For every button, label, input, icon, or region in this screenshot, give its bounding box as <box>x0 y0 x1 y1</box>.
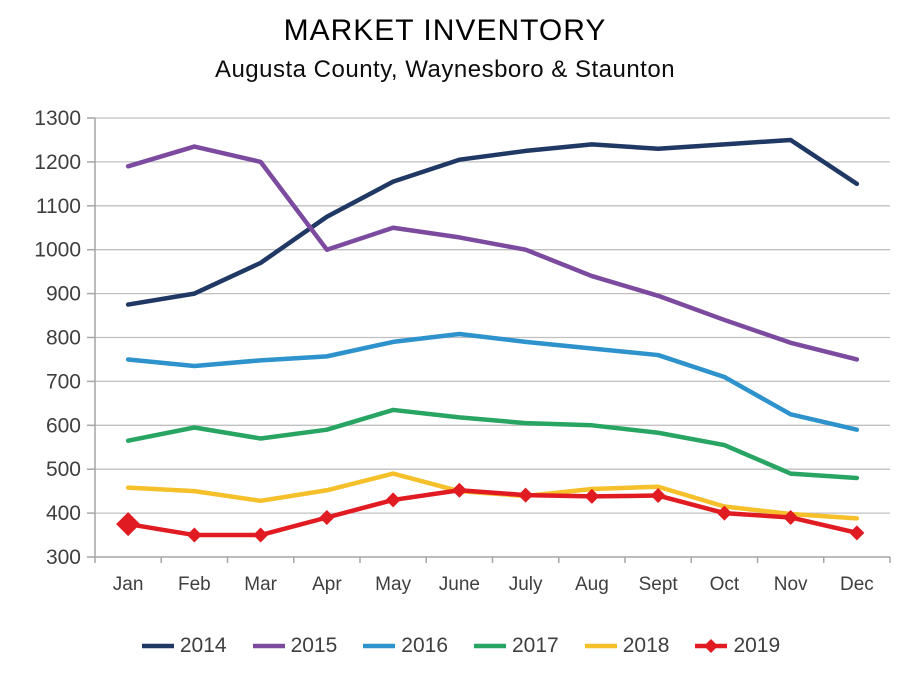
legend-label-2018: 2018 <box>622 634 670 657</box>
y-axis-label-1300: 1300 <box>34 107 81 130</box>
series-marker-2019-july <box>518 487 534 503</box>
legend-swatch-icon-2019 <box>695 639 728 653</box>
legend-item-2015: 2015 <box>251 634 338 658</box>
legend-swatch-icon-2018 <box>584 643 617 649</box>
series-line-2014 <box>125 137 860 307</box>
x-axis-label-july: July <box>509 574 543 595</box>
series-line-2015 <box>125 144 860 362</box>
series-marker-2019-oct <box>716 505 732 521</box>
legend-label-2016: 2016 <box>401 634 448 657</box>
legend-label-2019: 2019 <box>733 634 781 657</box>
x-axis-label-june: June <box>439 574 480 595</box>
x-axis-label-apr: Apr <box>312 574 342 595</box>
series-marker-2019-dec <box>849 525 865 541</box>
series-marker-2019-may <box>385 492 401 508</box>
series-marker-2019-apr <box>319 509 335 525</box>
legend-swatch-icon-2015 <box>252 643 285 649</box>
series-line-2019 <box>125 488 860 538</box>
series-marker-2019-aug <box>584 488 600 504</box>
x-axis-label-aug: Aug <box>575 574 609 595</box>
legend-item-2017: 2017 <box>472 634 559 658</box>
series-marker-2019-mar <box>253 527 269 543</box>
y-axis-label-600: 600 <box>46 414 81 437</box>
y-axis-label-1100: 1100 <box>36 195 81 218</box>
x-axis-label-sept: Sept <box>639 574 679 595</box>
series-marker-2019-jan <box>116 512 141 537</box>
line-chart-plot-area: 300 400 500 600 700 800 900 1000 1100 1200 1300 Jan… <box>34 107 891 595</box>
legend-item-2019: 2019 <box>693 634 780 658</box>
series-line-2017 <box>125 407 860 481</box>
legend-diamond-marker-2019 <box>704 639 719 653</box>
y-axis-label-500: 500 <box>46 458 81 481</box>
series-marker-2019-nov <box>783 509 799 525</box>
legend-label-2015: 2015 <box>290 634 338 657</box>
chart-title: MARKET INVENTORY <box>283 14 607 47</box>
x-axis-label-dec: Dec <box>840 574 874 595</box>
x-axis-label-nov: Nov <box>774 574 808 595</box>
series-line-2016 <box>125 331 860 432</box>
legend-swatch-icon-2014 <box>141 643 174 649</box>
y-axis-label-400: 400 <box>46 502 81 525</box>
legend-item-2018: 2018 <box>583 634 670 658</box>
legend-item-2014: 2014 <box>140 634 227 658</box>
series-marker-2019-sept <box>650 488 666 504</box>
legend-label-2014: 2014 <box>179 634 227 657</box>
y-axis-label-900: 900 <box>46 283 81 306</box>
legend-label-2017: 2017 <box>512 634 559 657</box>
x-axis-label-mar: Mar <box>244 574 277 595</box>
y-axis-label-700: 700 <box>46 370 81 393</box>
series-marker-2019-june <box>451 482 467 498</box>
series-marker-2019-feb <box>186 527 202 543</box>
y-axis-label-300: 300 <box>46 546 81 569</box>
y-axis-label-1200: 1200 <box>34 151 81 174</box>
chart-subtitle: Augusta County, Waynesboro & Staunton <box>214 56 676 83</box>
chart-legend: 2014 2015 2016 2017 2018 2019 <box>0 634 920 658</box>
y-axis-label-1000: 1000 <box>34 239 81 262</box>
series-line-2018 <box>125 471 860 521</box>
x-axis-label-may: May <box>375 574 411 595</box>
y-axis-label-800: 800 <box>46 327 81 350</box>
legend-swatch-icon-2017 <box>474 643 506 649</box>
legend-item-2016: 2016 <box>361 634 448 658</box>
x-axis-label-oct: Oct <box>710 574 740 595</box>
x-axis-label-jan: Jan <box>113 574 144 595</box>
legend-swatch-icon-2016 <box>363 643 396 649</box>
x-axis-label-feb: Feb <box>178 574 211 595</box>
